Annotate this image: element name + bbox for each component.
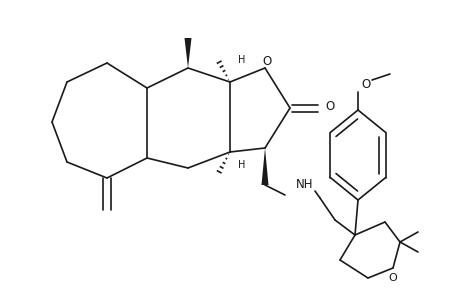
- Text: NH: NH: [296, 178, 313, 191]
- Polygon shape: [184, 38, 191, 68]
- Text: H: H: [238, 160, 245, 170]
- Text: O: O: [262, 55, 271, 68]
- Polygon shape: [261, 148, 268, 185]
- Text: O: O: [388, 273, 397, 283]
- Text: O: O: [361, 77, 370, 91]
- Text: O: O: [325, 100, 334, 112]
- Text: H: H: [238, 55, 245, 65]
